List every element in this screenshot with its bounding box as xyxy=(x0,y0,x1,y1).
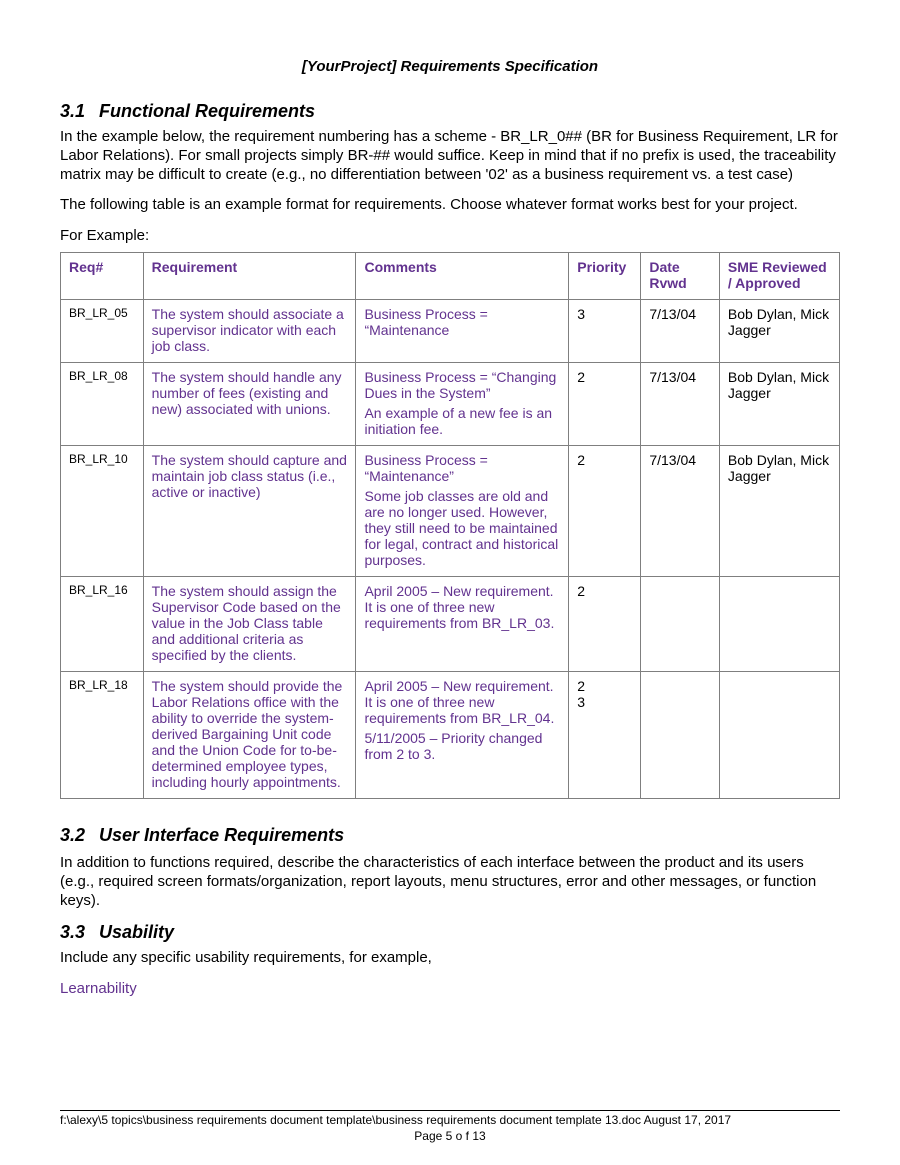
table-row: BR_LR_08The system should handle any num… xyxy=(61,363,840,446)
cell-priority: 2 xyxy=(569,446,641,577)
for-example-label: For Example: xyxy=(60,227,840,244)
section-3-2-heading: 3.2 User Interface Requirements xyxy=(60,825,840,846)
cell-requirement: The system should handle any number of f… xyxy=(143,363,356,446)
section-3-2-para-1: In addition to functions required, descr… xyxy=(60,854,840,910)
priority-value: 2 xyxy=(577,452,632,468)
cell-comments: Business Process = “Maintenance” Some job… xyxy=(356,446,569,577)
cell-date-reviewed: 7/13/04 xyxy=(641,446,720,577)
table-row: BR_LR_16The system should assign the Sup… xyxy=(61,577,840,672)
section-3-2-title: User Interface Requirements xyxy=(99,825,344,845)
page-footer: f:\alexy\5 topics\business requirements … xyxy=(60,1110,840,1143)
priority-value: 3 xyxy=(577,306,632,322)
col-header-req: Req# xyxy=(61,253,144,300)
cell-req-id: BR_LR_18 xyxy=(61,672,144,799)
cell-priority: 3 xyxy=(569,300,641,363)
cell-priority: 2 xyxy=(569,577,641,672)
cell-sme xyxy=(719,672,839,799)
section-3-1-para-1: In the example below, the requirement nu… xyxy=(60,128,840,184)
section-3-1-heading: 3.1 Functional Requirements xyxy=(60,101,840,122)
comment-line: Business Process = “Changing Dues in the… xyxy=(364,369,560,401)
section-3-1-title: Functional Requirements xyxy=(99,101,315,121)
cell-comments: April 2005 – New requirement. It is one … xyxy=(356,577,569,672)
section-3-1-para-2: The following table is an example format… xyxy=(60,196,840,215)
table-row: BR_LR_05The system should associate a su… xyxy=(61,300,840,363)
section-3-3-para-1: Include any specific usability requireme… xyxy=(60,949,840,968)
comment-line: Business Process = “Maintenance xyxy=(364,306,560,338)
cell-req-id: BR_LR_08 xyxy=(61,363,144,446)
col-header-requirement: Requirement xyxy=(143,253,356,300)
section-3-3-title: Usability xyxy=(99,922,174,942)
cell-req-id: BR_LR_10 xyxy=(61,446,144,577)
footer-path: f:\alexy\5 topics\business requirements … xyxy=(60,1113,840,1127)
priority-value: 2 xyxy=(577,583,632,599)
cell-priority: 2 xyxy=(569,363,641,446)
section-3-3-heading: 3.3 Usability xyxy=(60,922,840,943)
cell-date-reviewed: 7/13/04 xyxy=(641,363,720,446)
requirements-table: Req# Requirement Comments Priority Date … xyxy=(60,252,840,799)
comment-line: Business Process = “Maintenance” xyxy=(364,452,560,484)
cell-comments: April 2005 – New requirement. It is one … xyxy=(356,672,569,799)
col-header-date: Date Rvwd xyxy=(641,253,720,300)
cell-date-reviewed: 7/13/04 xyxy=(641,300,720,363)
cell-sme: Bob Dylan, Mick Jagger xyxy=(719,363,839,446)
cell-req-id: BR_LR_05 xyxy=(61,300,144,363)
cell-date-reviewed xyxy=(641,672,720,799)
table-row: BR_LR_10The system should capture and ma… xyxy=(61,446,840,577)
priority-value: 3 xyxy=(577,694,632,710)
cell-req-id: BR_LR_16 xyxy=(61,577,144,672)
comment-line: Some job classes are old and are no long… xyxy=(364,488,560,568)
col-header-comments: Comments xyxy=(356,253,569,300)
section-3-2-num: 3.2 xyxy=(60,825,85,846)
cell-requirement: The system should associate a supervisor… xyxy=(143,300,356,363)
cell-requirement: The system should assign the Supervisor … xyxy=(143,577,356,672)
cell-requirement: The system should capture and maintain j… xyxy=(143,446,356,577)
cell-requirement: The system should provide the Labor Rela… xyxy=(143,672,356,799)
comment-line: 5/11/2005 – Priority changed from 2 to 3… xyxy=(364,730,560,762)
priority-value: 2 xyxy=(577,369,632,385)
learnability-link[interactable]: Learnability xyxy=(60,980,840,997)
section-3-1-num: 3.1 xyxy=(60,101,85,122)
col-header-priority: Priority xyxy=(569,253,641,300)
cell-comments: Business Process = “Maintenance xyxy=(356,300,569,363)
cell-priority: 23 xyxy=(569,672,641,799)
cell-date-reviewed xyxy=(641,577,720,672)
table-header-row: Req# Requirement Comments Priority Date … xyxy=(61,253,840,300)
cell-sme: Bob Dylan, Mick Jagger xyxy=(719,446,839,577)
comment-line: April 2005 – New requirement. It is one … xyxy=(364,678,560,726)
cell-comments: Business Process = “Changing Dues in the… xyxy=(356,363,569,446)
footer-page-number: Page 5 o f 13 xyxy=(60,1129,840,1143)
comment-line: April 2005 – New requirement. It is one … xyxy=(364,583,560,631)
table-row: BR_LR_18The system should provide the La… xyxy=(61,672,840,799)
comment-line: An example of a new fee is an initiation… xyxy=(364,405,560,437)
cell-sme xyxy=(719,577,839,672)
priority-value: 2 xyxy=(577,678,632,694)
document-header: [YourProject] Requirements Specification xyxy=(60,58,840,75)
section-3-3-num: 3.3 xyxy=(60,922,85,943)
cell-sme: Bob Dylan, Mick Jagger xyxy=(719,300,839,363)
col-header-sme: SME Reviewed / Approved xyxy=(719,253,839,300)
